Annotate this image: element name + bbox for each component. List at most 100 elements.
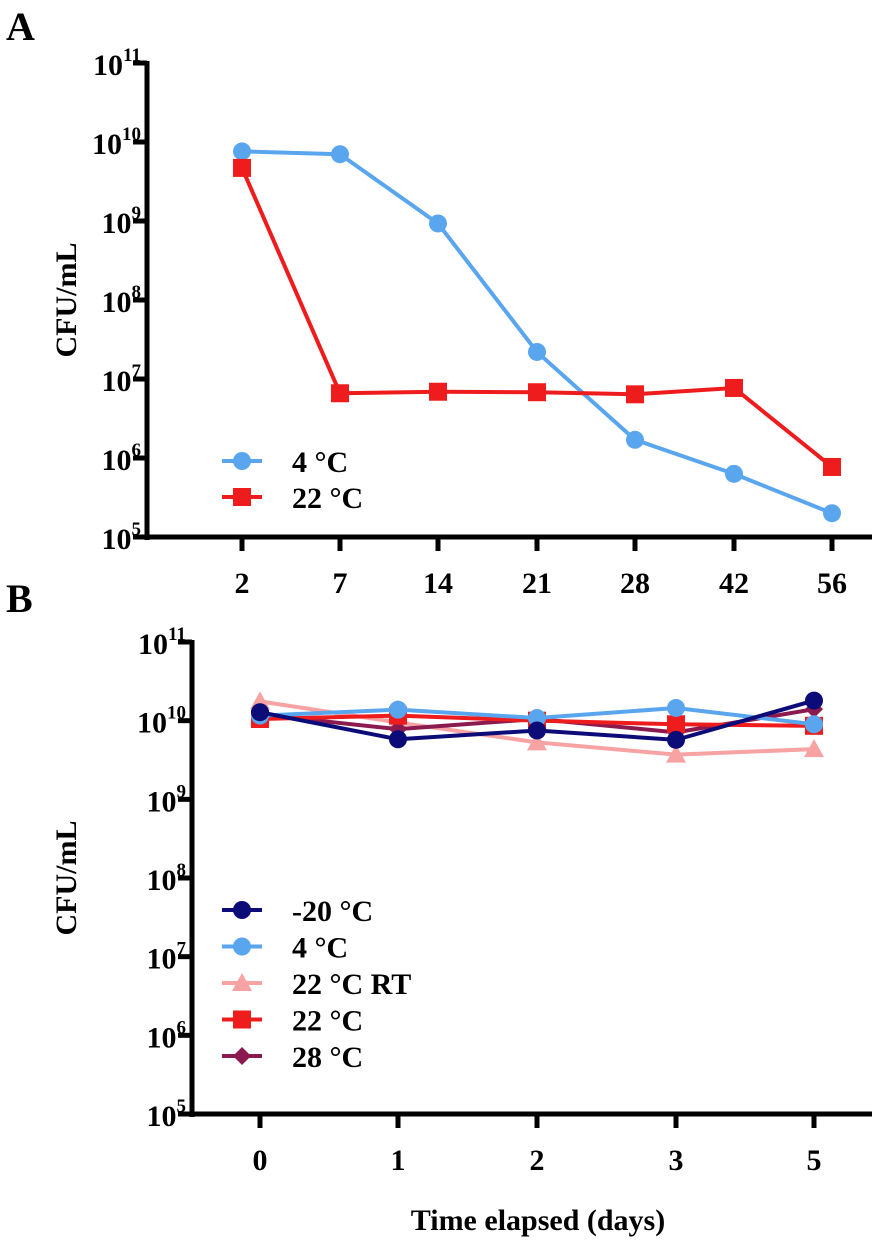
y-tick-exponent: 6 xyxy=(132,440,142,461)
y-tick-exponent: 8 xyxy=(177,860,187,881)
series-4-c xyxy=(233,142,841,523)
marker-circle xyxy=(528,721,546,740)
y-tick-label: 109 xyxy=(147,781,187,818)
marker-circle xyxy=(389,730,407,749)
y-tick-label: 1010 xyxy=(92,124,141,161)
marker-square xyxy=(233,488,251,506)
x-tick-label: 3 xyxy=(669,1144,684,1177)
y-tick-exponent: 5 xyxy=(132,519,142,540)
y-tick-exponent: 9 xyxy=(132,203,142,224)
x-tick-label: 28 xyxy=(620,567,650,600)
legend-item: 4 °C xyxy=(222,446,348,479)
marker-triangle xyxy=(527,732,547,751)
marker-circle xyxy=(667,730,685,749)
marker-square xyxy=(331,384,349,403)
y-tick-label: 108 xyxy=(102,282,142,319)
x-tick-label: 42 xyxy=(719,567,749,600)
marker-square xyxy=(429,382,447,401)
marker-square xyxy=(823,457,841,476)
y-tick-exponent: 5 xyxy=(177,1096,187,1117)
series-line xyxy=(240,167,834,469)
marker-circle xyxy=(251,703,269,722)
y-tick-label: 105 xyxy=(147,1096,187,1133)
legend-item: 22 °C xyxy=(222,1005,363,1038)
marker-circle xyxy=(233,901,251,919)
y-tick-label: 109 xyxy=(102,203,142,240)
legend-label: 22 °C xyxy=(292,482,363,515)
marker-circle xyxy=(805,691,823,710)
y-tick-label: 108 xyxy=(147,860,187,897)
y-tick-label: 1011 xyxy=(93,45,141,82)
marker-triangle xyxy=(804,739,824,758)
x-tick-label: 2 xyxy=(235,567,250,600)
marker-circle xyxy=(389,700,407,719)
y-tick-exponent: 11 xyxy=(168,624,186,645)
marker-square xyxy=(528,383,546,402)
marker-square xyxy=(725,378,743,397)
marker-square xyxy=(233,1010,251,1029)
x-tick-label: 14 xyxy=(423,567,453,600)
marker-square xyxy=(233,158,251,177)
y-tick-base: 10 xyxy=(147,864,177,897)
legend-label: 4 °C xyxy=(292,446,348,479)
legend-label: -20 °C xyxy=(292,895,373,928)
marker-circle xyxy=(233,452,251,470)
marker-circle xyxy=(805,715,823,734)
y-tick-exponent: 6 xyxy=(177,1017,187,1038)
legend: -20 °C 4 °C22 °C RT 22 °C28 °C xyxy=(222,895,411,1074)
x-tick-label: 7 xyxy=(333,567,348,600)
x-tick-label: 21 xyxy=(522,567,552,600)
marker-circle xyxy=(626,430,644,449)
y-tick-base: 10 xyxy=(102,207,132,240)
y-tick-base: 10 xyxy=(147,785,177,818)
y-tick-exponent: 10 xyxy=(122,124,141,145)
y-tick-label: 106 xyxy=(147,1017,187,1054)
x-tick-label: 2 xyxy=(530,1144,545,1177)
x-tick-label: 0 xyxy=(253,1144,268,1177)
y-tick-label: 105 xyxy=(102,519,142,556)
legend-label: 28 °C xyxy=(292,1041,363,1074)
series-22-c xyxy=(233,158,841,476)
marker-square xyxy=(667,715,685,734)
marker-triangle xyxy=(232,973,252,991)
x-tick-label: 1 xyxy=(391,1144,406,1177)
marker-square xyxy=(626,385,644,404)
panel-label: B xyxy=(6,576,33,621)
y-tick-base: 10 xyxy=(92,128,122,161)
marker-circle xyxy=(528,709,546,728)
y-tick-exponent: 7 xyxy=(177,939,187,960)
legend-label: 4 °C xyxy=(292,932,348,965)
x-tick-label: 5 xyxy=(807,1144,822,1177)
marker-circle xyxy=(667,698,685,717)
y-tick-exponent: 8 xyxy=(132,282,142,303)
y-tick-base: 10 xyxy=(102,523,132,556)
marker-circle xyxy=(725,464,743,483)
legend-label: 22 °C xyxy=(292,1005,363,1038)
y-tick-base: 10 xyxy=(93,49,123,82)
y-tick-base: 10 xyxy=(147,1100,177,1133)
marker-circle xyxy=(823,504,841,523)
y-tick-label: 1010 xyxy=(137,703,186,740)
legend: 4 °C22 °C xyxy=(222,446,363,515)
y-axis-label: CFU/mL xyxy=(50,243,83,358)
y-tick-exponent: 9 xyxy=(177,781,187,802)
marker-circle xyxy=(429,214,447,233)
legend-item: -20 °C xyxy=(222,895,373,928)
y-axis-label: CFU/mL xyxy=(50,821,83,936)
y-tick-base: 10 xyxy=(138,628,168,661)
marker-circle xyxy=(233,937,251,956)
marker-triangle xyxy=(666,744,686,763)
x-axis-label: Time elapsed (days) xyxy=(411,1204,665,1237)
marker-circle xyxy=(528,342,546,361)
legend-item: 4 °C xyxy=(222,932,348,965)
y-tick-base: 10 xyxy=(102,365,132,398)
marker-circle xyxy=(331,145,349,164)
marker-diamond xyxy=(233,1047,251,1065)
y-tick-base: 10 xyxy=(102,286,132,319)
panel-label: A xyxy=(6,4,35,49)
y-tick-base: 10 xyxy=(102,444,132,477)
legend-label: 22 °C RT xyxy=(292,968,411,1001)
